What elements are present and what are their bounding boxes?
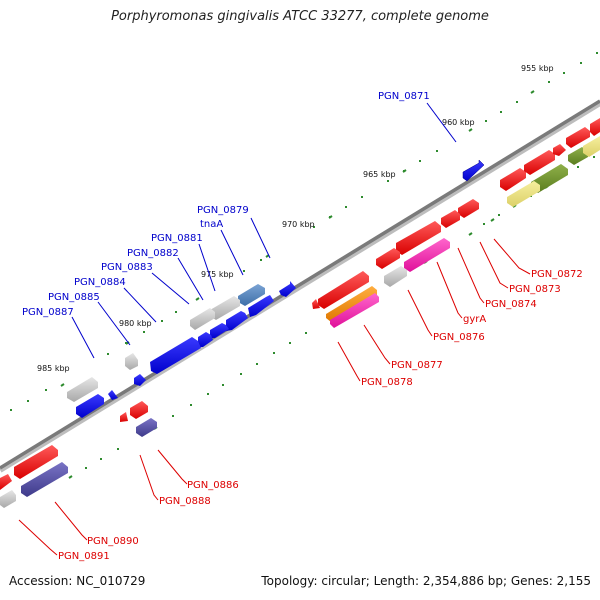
gene-label-pgn-0891[interactable]: PGN_0891 — [58, 551, 110, 562]
leader-gyrA — [436, 261, 463, 319]
leader-pgn-0882 — [177, 257, 204, 301]
gene-pgn-0882[interactable] — [190, 308, 215, 330]
gene-pgn-0891[interactable] — [0, 474, 12, 490]
gene-pgn-0883[interactable] — [226, 311, 248, 331]
tick-label-955: 955 kbp — [521, 64, 554, 73]
gene-small-blue[interactable] — [108, 390, 118, 400]
gene-pgn-0877b[interactable] — [312, 299, 320, 309]
gene-pgn-0881[interactable] — [210, 296, 240, 320]
gene-label-pgn-0882[interactable]: PGN_0882 — [127, 248, 179, 259]
gene-pgn-0886[interactable] — [130, 401, 148, 419]
leader-tnaA — [220, 229, 244, 276]
leader-pgn-0871 — [426, 102, 457, 143]
gene-red-small-1[interactable] — [553, 144, 566, 156]
leader-pgn-0881 — [198, 243, 216, 292]
gene-pgn-0877[interactable] — [318, 271, 369, 309]
tick-label-975: 975 kbp — [201, 270, 234, 279]
gene-khaki-2[interactable] — [583, 136, 600, 157]
gene-pgn-0876b[interactable] — [404, 238, 450, 272]
leader-pgn-0877 — [363, 324, 391, 365]
leader-pgn-0885 — [97, 301, 131, 346]
gene-label-pgn-0881[interactable]: PGN_0881 — [151, 233, 203, 244]
gene-tnaA[interactable] — [238, 284, 265, 306]
leader-pgn-0890 — [54, 501, 88, 541]
gene-label-pgn-0874[interactable]: PGN_0874 — [485, 299, 537, 310]
gene-pgn-0889b[interactable] — [76, 394, 104, 418]
leader-pgn-0884 — [123, 287, 157, 323]
gene-label-pgn-0878[interactable]: PGN_0878 — [361, 377, 413, 388]
gene-pgn-0884[interactable] — [210, 323, 229, 338]
accession-text: Accession: NC_010729 — [9, 574, 146, 588]
gene-pgn-0871[interactable] — [462, 159, 485, 182]
gene-pgn-0872b[interactable] — [524, 150, 555, 175]
genome-backbone — [0, 99, 600, 470]
gene-pgn-0872[interactable] — [500, 168, 526, 191]
leader-pgn-0888 — [139, 454, 159, 501]
gene-pgn-0876c[interactable] — [384, 266, 407, 287]
genome-summary-text: Topology: circular; Length: 2,354,886 bp… — [261, 574, 591, 588]
leader-pgn-0872 — [493, 238, 531, 275]
gene-pgn-0890[interactable] — [14, 445, 58, 479]
gene-pgn-0890b[interactable] — [21, 462, 68, 497]
gene-pgn-0887[interactable] — [125, 353, 138, 370]
gene-pgn-0887b[interactable] — [134, 374, 146, 386]
tick-label-970: 970 kbp — [282, 220, 315, 229]
gene-pgn-0879[interactable] — [279, 281, 296, 297]
gene-pgn-0885[interactable] — [150, 337, 201, 374]
gene-pgn-0878b[interactable] — [330, 293, 379, 328]
gene-gyrA[interactable] — [396, 221, 441, 255]
leader-pgn-0887 — [71, 316, 95, 359]
gene-label-pgn-0884[interactable]: PGN_0884 — [74, 277, 126, 288]
tick-label-960: 960 kbp — [442, 118, 475, 127]
gene-red-edge[interactable] — [590, 118, 600, 136]
tick-label-965: 965 kbp — [363, 170, 396, 179]
gene-label-gyrA[interactable]: gyrA — [463, 314, 486, 325]
tick-label-985: 985 kbp — [37, 364, 70, 373]
gene-pgn-0878[interactable] — [326, 286, 377, 322]
leader-pgn-0879 — [250, 217, 271, 259]
gene-pgn-0874[interactable] — [441, 210, 460, 228]
gene-pgn-0880[interactable] — [248, 295, 274, 317]
gene-khaki-1[interactable] — [507, 181, 540, 207]
gene-label-pgn-0873[interactable]: PGN_0873 — [509, 284, 561, 295]
leader-pgn-0874 — [457, 247, 485, 304]
gene-pgn-0884b[interactable] — [198, 332, 213, 347]
gene-pgn-0876[interactable] — [376, 248, 400, 269]
leader-pgn-0876 — [407, 289, 433, 337]
gene-pgn-0873[interactable] — [458, 199, 479, 218]
gene-label-pgn-0890[interactable]: PGN_0890 — [87, 536, 139, 547]
gene-label-pgn-0887[interactable]: PGN_0887 — [22, 307, 74, 318]
gene-pgn-0889[interactable] — [67, 377, 98, 402]
gene-label-pgn-0872[interactable]: PGN_0872 — [531, 269, 583, 280]
gene-olive-1[interactable] — [531, 164, 568, 193]
gene-pgn-0888[interactable] — [136, 418, 157, 437]
gene-label-pgn-0888[interactable]: PGN_0888 — [159, 496, 211, 507]
gene-label-tnaA[interactable]: tnaA — [200, 219, 223, 230]
leader-pgn-0878 — [337, 341, 361, 382]
gene-label-pgn-0883[interactable]: PGN_0883 — [101, 262, 153, 273]
gene-red-small-2[interactable] — [566, 127, 590, 148]
leader-pgn-0883 — [151, 272, 190, 305]
gene-label-pgn-0886[interactable]: PGN_0886 — [187, 480, 239, 491]
tick-label-980: 980 kbp — [119, 319, 152, 328]
leader-pgn-0891 — [18, 519, 58, 556]
gene-pgn-0891b[interactable] — [0, 490, 16, 508]
gene-label-pgn-0879[interactable]: PGN_0879 — [197, 205, 249, 216]
leader-pgn-0873 — [479, 241, 509, 289]
gene-label-pgn-0871[interactable]: PGN_0871 — [378, 91, 430, 102]
map-title: Porphyromonas gingivalis ATCC 33277, com… — [111, 9, 489, 24]
leader-pgn-0886 — [157, 449, 188, 485]
gene-label-pgn-0885[interactable]: PGN_0885 — [48, 292, 100, 303]
gene-label-pgn-0877[interactable]: PGN_0877 — [391, 360, 443, 371]
gene-label-pgn-0876[interactable]: PGN_0876 — [433, 332, 485, 343]
gene-pgn-0886b[interactable] — [120, 412, 128, 422]
